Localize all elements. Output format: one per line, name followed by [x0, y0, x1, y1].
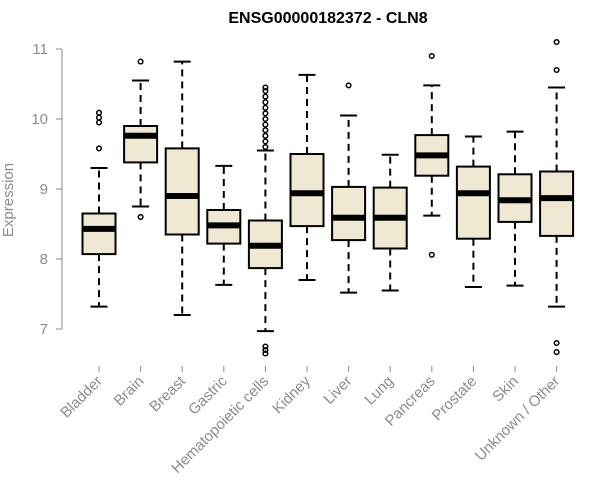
box-hematopoietic-cells: [247, 84, 283, 357]
box-breast: [164, 60, 200, 316]
chart-title: ENSG00000182372 - CLN8: [228, 10, 427, 27]
y-tick-label: 7: [40, 321, 48, 338]
outlier-point: [262, 104, 269, 111]
outlier-point: [262, 115, 269, 123]
iqr-box: [455, 165, 491, 240]
box-prostate: [455, 135, 491, 288]
y-axis: 7 8 9 10 11: [31, 41, 63, 338]
outlier-point: [262, 138, 269, 145]
outlier-point: [262, 350, 269, 357]
x-tick-label: Prostate: [429, 373, 481, 425]
y-tick-label: 8: [40, 251, 48, 268]
x-tick-label: Breast: [146, 372, 189, 415]
outlier-point: [262, 127, 269, 134]
outlier-point: [553, 339, 560, 347]
box-skin: [497, 130, 533, 287]
outlier-point: [262, 346, 269, 354]
outlier-point: [428, 52, 435, 60]
box-kidney: [289, 73, 325, 281]
x-tick-label: Skin: [489, 373, 522, 406]
outlier-point: [262, 84, 269, 91]
y-tick-label: 10: [31, 111, 48, 128]
outlier-point: [345, 82, 352, 89]
y-tick-label: 9: [40, 181, 48, 198]
outlier-point: [262, 121, 269, 128]
y-axis-label: Expression: [0, 163, 17, 237]
x-tick-label: Liver: [320, 373, 355, 408]
outlier-point: [428, 251, 435, 258]
outlier-point: [95, 145, 103, 152]
box-pancreas: [414, 52, 450, 258]
outlier-point: [553, 66, 560, 74]
outlier-point: [95, 114, 103, 121]
x-tick-label: Lung: [361, 373, 397, 409]
iqr-box: [81, 212, 117, 256]
box-liver: [331, 82, 367, 294]
outlier-point: [262, 110, 269, 117]
boxes-layer: [81, 38, 575, 357]
x-tick-label: Kidney: [269, 372, 314, 417]
iqr-box: [289, 153, 325, 228]
outlier-point: [137, 58, 144, 65]
outlier-point: [553, 349, 560, 356]
iqr-box: [539, 170, 575, 237]
box-lung: [372, 153, 408, 292]
box-bladder: [81, 109, 117, 308]
outlier-point: [262, 93, 269, 100]
outlier-point: [262, 132, 269, 139]
iqr-box: [331, 185, 367, 242]
outlier-point: [262, 143, 269, 151]
box-brain: [123, 58, 159, 221]
y-tick-label: 11: [32, 41, 48, 58]
x-tick-label: Brain: [111, 373, 148, 410]
x-tick-label: Bladder: [57, 373, 106, 422]
iqr-box: [123, 125, 159, 164]
outlier-point: [137, 213, 144, 221]
outlier-point: [95, 119, 103, 126]
outlier-point: [553, 38, 560, 46]
outlier-point: [95, 109, 103, 116]
box-gastric: [206, 164, 242, 286]
outlier-point: [262, 99, 269, 106]
outlier-point: [262, 87, 269, 95]
iqr-box: [164, 147, 200, 236]
outlier-point: [262, 343, 269, 350]
box-unknown-other: [539, 38, 575, 356]
